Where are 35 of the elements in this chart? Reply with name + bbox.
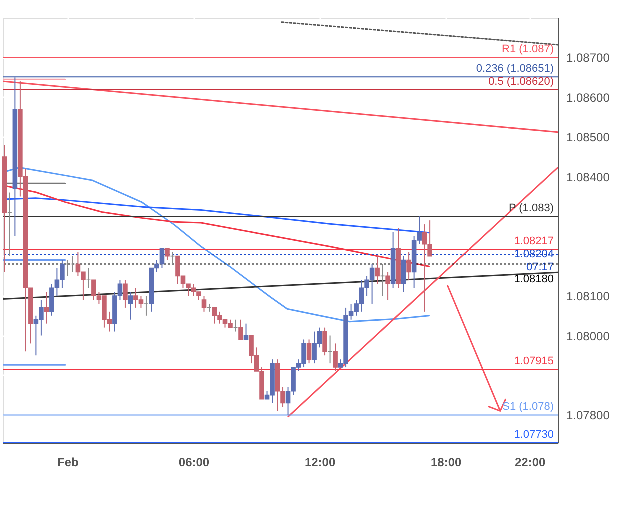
- candlestick: [123, 280, 128, 308]
- candlestick: [44, 292, 50, 324]
- candlestick: [244, 323, 249, 340]
- candlestick: [306, 339, 312, 364]
- candlestick: [375, 256, 380, 285]
- y-tick-label: 1.07800: [566, 408, 610, 423]
- ref-line-label: 0.236 (1.08651): [476, 63, 554, 76]
- y-tick-label: 1.08700: [566, 51, 610, 66]
- x-tick-label: 06:00: [178, 456, 210, 470]
- ref-line-label: 1.07915: [514, 356, 554, 368]
- x-tick-label: 12:00: [304, 456, 336, 470]
- candlestick: [401, 256, 406, 293]
- y-tick-label: 1.08500: [566, 130, 610, 145]
- candlestick: [322, 327, 328, 356]
- x-tick-label: Feb: [58, 456, 79, 470]
- ref-line-label: S1 (1.078): [502, 401, 554, 414]
- candlestick: [202, 296, 207, 312]
- y-tick-label: 1.08000: [566, 329, 610, 344]
- ref-line-label: 1.08180: [514, 274, 554, 286]
- ref-line-label: R1 (1.087): [502, 44, 554, 56]
- candlestick: [165, 248, 170, 261]
- candlestick: [386, 272, 390, 301]
- candlestick: [333, 343, 338, 372]
- ref-line-label: 1.08217: [514, 236, 554, 248]
- candlestick: [238, 319, 244, 340]
- ref-line-label: 1.08204 07:17: [514, 248, 554, 274]
- ref-line-label: 1.07730: [514, 429, 554, 441]
- x-tick-label: 18:00: [430, 456, 462, 470]
- y-tick-label: 1.08400: [566, 170, 610, 184]
- ref-line-label: 0.5 (1.08620): [488, 76, 554, 88]
- y-tick-label: 1.08100: [566, 290, 610, 304]
- candlestick: [128, 292, 134, 320]
- candlestick: [406, 252, 412, 281]
- x-tick-label: 22:00: [515, 456, 546, 470]
- y-tick-label: 1.08600: [566, 90, 610, 105]
